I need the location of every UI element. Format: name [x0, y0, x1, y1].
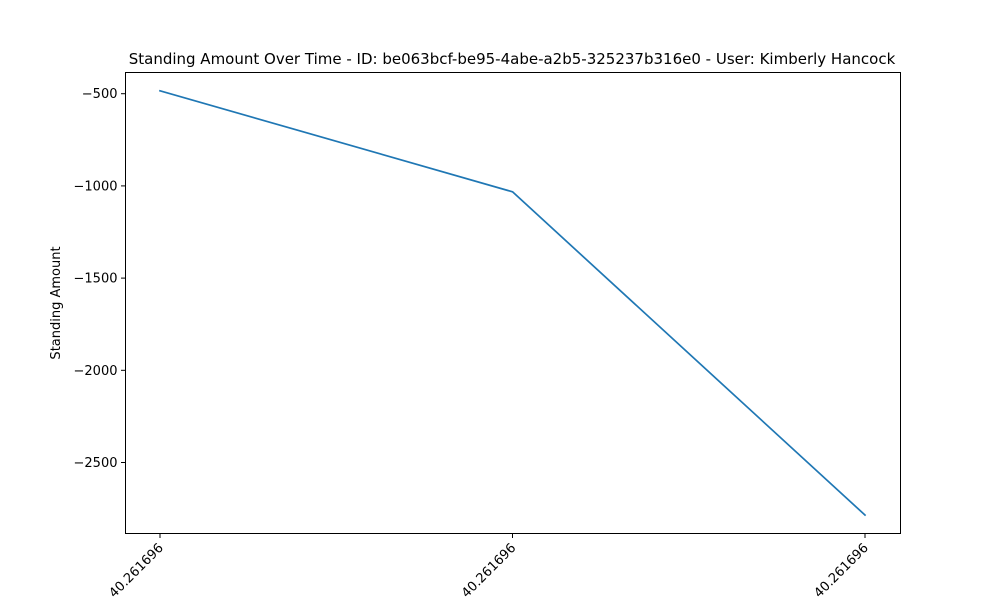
- y-axis: −500 −1000 −1500 −2000 −2500: [74, 87, 126, 471]
- chart-title: Standing Amount Over Time - ID: be063bcf…: [129, 50, 896, 68]
- y-tick-label: −1000: [74, 179, 118, 194]
- x-tick-label: 40.261696: [107, 541, 167, 600]
- y-tick-label: −500: [82, 87, 118, 102]
- x-tick-label: 40.261696: [459, 541, 519, 600]
- plot-area: [125, 72, 901, 534]
- y-tick-label: −2000: [74, 364, 118, 379]
- y-tick-label: −2500: [74, 456, 118, 471]
- x-axis: 40.261696 40.261696 40.261696: [107, 533, 872, 600]
- y-axis-label: Standing Amount: [49, 246, 64, 359]
- x-tick-label: 40.261696: [812, 541, 872, 600]
- series-line: [158, 89, 867, 517]
- y-tick-label: −1500: [74, 272, 118, 287]
- series-layer: [158, 89, 867, 517]
- plot-frame: [125, 72, 901, 534]
